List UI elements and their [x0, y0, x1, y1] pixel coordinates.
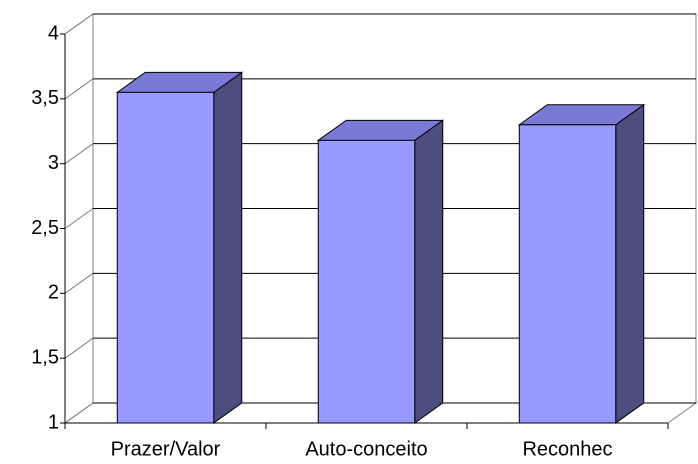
y-tick-label: 3,5 [31, 87, 59, 109]
grid-line [64, 337, 94, 359]
y-tick-label: 3 [48, 152, 59, 174]
grid-line [64, 208, 94, 229]
y-tick-label: 2,5 [31, 217, 59, 239]
bar [317, 139, 416, 424]
grid-line [64, 78, 94, 100]
grid-line [64, 272, 94, 294]
grid-line [64, 143, 94, 165]
bar-side [213, 71, 243, 424]
x-tick-label: Auto-conceito [305, 438, 427, 460]
x-tick-label: Prazer/Valor [111, 438, 221, 460]
grid-line [64, 402, 94, 424]
y-tick-label: 1 [48, 411, 59, 433]
bar [116, 91, 215, 424]
bar-side [414, 119, 444, 424]
bar-side [615, 103, 645, 424]
y-tick-label: 1,5 [31, 346, 59, 368]
y-tick-label: 2 [48, 282, 59, 304]
grid-line [64, 13, 94, 35]
bar [518, 124, 617, 424]
x-tick-label: Reconhec [522, 438, 612, 460]
y-tick-label: 4 [48, 22, 59, 44]
